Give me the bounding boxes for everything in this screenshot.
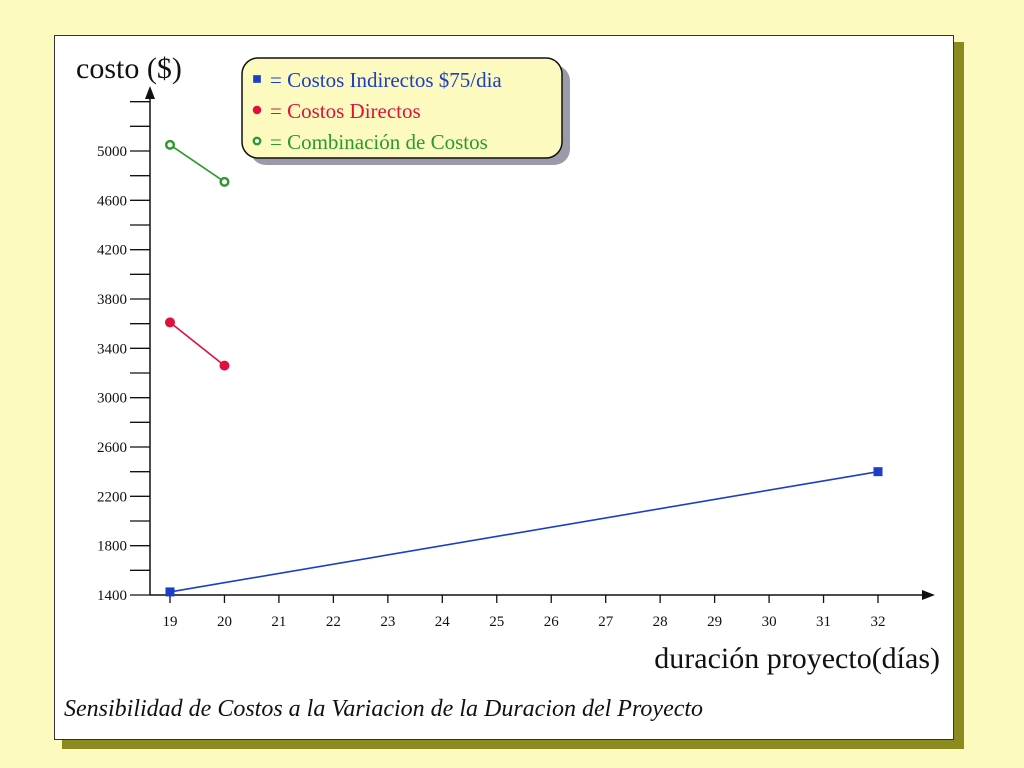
- x-axis-title: duración proyecto(días): [654, 642, 940, 675]
- y-axis-title: costo ($): [76, 52, 182, 85]
- x-tick-label: 28: [653, 614, 668, 630]
- x-axis-arrow: [922, 590, 935, 600]
- y-tick-label: 2600: [97, 440, 127, 456]
- data-point-direct: [219, 360, 230, 371]
- data-point-combined: [164, 139, 175, 150]
- x-tick-label: 30: [762, 614, 777, 630]
- legend-label-indirect: = Costos Indirectos $75/dia: [270, 68, 502, 92]
- data-point-indirect: [165, 587, 175, 597]
- x-tick-label: 32: [871, 614, 886, 630]
- legend-marker-combined: [252, 136, 262, 146]
- y-tick-label: 1800: [97, 539, 127, 555]
- data-point-indirect: [873, 467, 883, 477]
- x-tick-label: 24: [435, 614, 451, 630]
- y-ticks: 1400 1800 2200 2600 3000 3400 3800 4200 4600 5000: [97, 101, 150, 604]
- x-tick-label: 20: [217, 614, 232, 630]
- x-tick-label: 27: [598, 614, 614, 630]
- legend-label-combined: = Combinación de Costos: [270, 130, 488, 154]
- y-tick-label: 3400: [97, 341, 127, 357]
- data-point-combined: [219, 176, 230, 187]
- series-indirect: [165, 467, 883, 597]
- legend-marker-indirect: [253, 75, 261, 83]
- chart-caption: Sensibilidad de Costos a la Variacion de…: [64, 696, 703, 722]
- x-tick-label: 25: [489, 614, 504, 630]
- legend-items: = Costos Indirectos $75/dia = Costos Dire…: [252, 68, 502, 154]
- data-point-direct: [165, 317, 175, 328]
- x-tick-label: 31: [816, 614, 831, 630]
- y-tick-label: 4200: [97, 243, 127, 259]
- series-layer: [164, 139, 883, 597]
- legend: = Costos Indirectos $75/dia = Costos Dire…: [241, 57, 570, 165]
- y-tick-label: 3800: [97, 292, 127, 308]
- y-tick-label: 5000: [97, 144, 127, 160]
- y-tick-label: 4600: [97, 193, 127, 209]
- y-tick-label: 3000: [97, 391, 127, 407]
- legend-box: [241, 57, 563, 159]
- y-tick-label: 1400: [97, 588, 127, 604]
- legend-marker-direct: [252, 105, 262, 115]
- x-tick-label: 29: [707, 614, 722, 630]
- x-tick-label: 19: [163, 614, 178, 630]
- y-tick-label: 2200: [97, 489, 127, 505]
- x-tick-label: 23: [380, 614, 395, 630]
- series-combined: [164, 139, 230, 187]
- legend-label-direct: = Costos Directos: [270, 99, 421, 123]
- series-line-direct: [169, 321, 225, 367]
- x-tick-label: 22: [326, 614, 341, 630]
- y-axis-arrow: [145, 86, 155, 99]
- x-ticks: 19 20 21 22 23 24 25 26 27 28 29 30 31 32: [163, 595, 886, 630]
- x-tick-label: 21: [271, 614, 286, 630]
- x-tick-label: 26: [544, 614, 560, 630]
- series-line-combined: [169, 144, 225, 183]
- series-direct: [165, 317, 230, 371]
- series-line-indirect: [169, 470, 879, 593]
